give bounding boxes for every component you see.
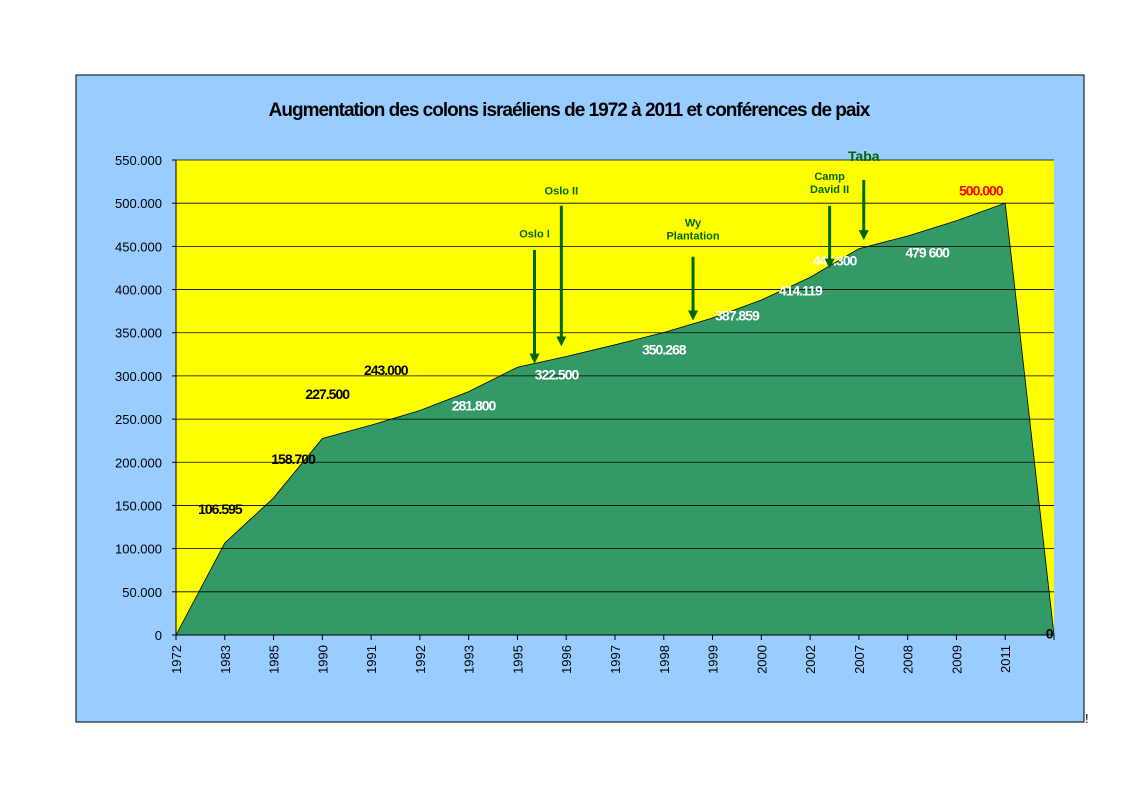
y-tick-label: 200.000: [115, 455, 162, 470]
y-tick-label: 100.000: [115, 542, 162, 557]
x-tick-label: 2000: [754, 645, 769, 674]
x-tick-label: 1985: [267, 645, 282, 674]
annotation-label: Taba: [848, 148, 880, 164]
data-label: 158.700: [271, 451, 316, 467]
x-tick-label: 1993: [462, 645, 477, 674]
y-tick-label: 50.000: [122, 585, 162, 600]
y-tick-label: 250.000: [115, 412, 162, 427]
data-label: 500.000: [959, 182, 1004, 198]
x-tick-label: 2008: [901, 645, 916, 674]
annotation-label: Wy: [685, 218, 702, 230]
data-label: 322.500: [535, 366, 580, 382]
x-tick-label: 1999: [706, 645, 721, 674]
data-label: 106.595: [198, 501, 243, 517]
data-label: 243.000: [364, 362, 409, 378]
x-tick-label: 1995: [510, 645, 525, 674]
y-tick-label: 350.000: [115, 326, 162, 341]
chart-title: Augmentation des colons israéliens de 19…: [269, 100, 871, 121]
x-tick-label: 1972: [169, 645, 184, 674]
data-label: 0: [1046, 625, 1054, 641]
x-tick-label: 1996: [559, 645, 574, 674]
data-label: 227.500: [305, 386, 350, 402]
x-tick-label: 1997: [608, 645, 623, 674]
x-tick-label: 2007: [852, 645, 867, 674]
x-tick-label: 1983: [218, 645, 233, 674]
x-tick-label: 1998: [657, 645, 672, 674]
data-label: 414.119: [779, 283, 823, 299]
data-label: 479 600: [905, 245, 950, 261]
y-tick-label: 400.000: [115, 283, 162, 298]
x-tick-label: 2002: [803, 645, 818, 674]
y-tick-label: 450.000: [115, 239, 162, 254]
y-tick-label: 500.000: [115, 196, 162, 211]
x-tick-label: 2011: [998, 645, 1013, 673]
data-label: 350.268: [642, 341, 687, 357]
y-tick-label: 300.000: [115, 369, 162, 384]
annotation-label: Oslo I: [519, 229, 550, 241]
x-tick-label: 1992: [413, 645, 428, 674]
y-tick-label: 0: [155, 628, 162, 643]
annotation-label: Oslo II: [545, 186, 579, 198]
x-tick-label: 2009: [949, 645, 964, 674]
stray-mark: !: [1085, 711, 1089, 726]
annotation-label: David II: [810, 184, 849, 196]
data-label: 447.300: [813, 252, 858, 268]
annotation-label: Camp: [814, 171, 845, 183]
annotation-label: Plantation: [666, 231, 719, 243]
x-tick-label: 1990: [315, 645, 330, 674]
y-tick-label: 150.000: [115, 498, 162, 513]
x-tick-label: 1991: [364, 645, 379, 674]
plot-area: 0 50.000 100.000 150.000 200.000 250.000 300.0…: [115, 148, 1055, 674]
data-label: 281.800: [452, 397, 497, 413]
data-label: 387.859: [715, 308, 760, 324]
y-tick-label: 550.000: [115, 153, 162, 168]
